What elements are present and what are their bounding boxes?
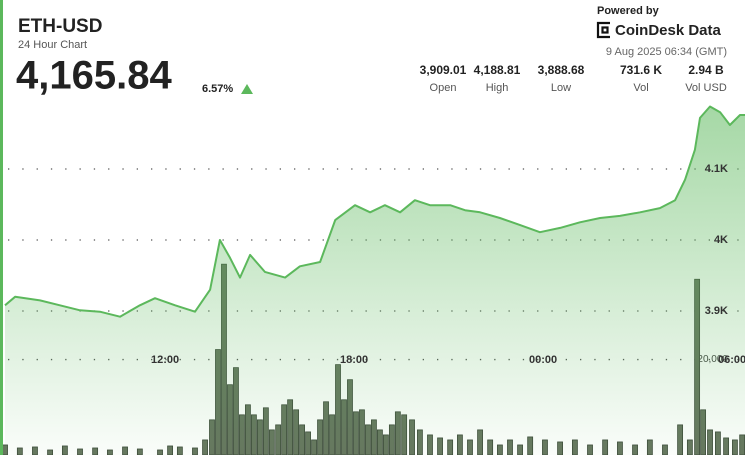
stat-value: 731.6 K: [620, 63, 662, 77]
timestamp: 9 Aug 2025 06:34 (GMT): [606, 46, 727, 58]
brand-name: CoinDesk Data: [615, 22, 722, 39]
stat-value: 2.94 B: [688, 63, 724, 77]
powered-by: Powered by: [597, 5, 660, 17]
y-tick-label: 4K: [714, 234, 728, 246]
stat-label: Low: [551, 82, 571, 94]
price-line: [4, 105, 745, 318]
stat-value: 3,909.01: [420, 63, 467, 77]
stat-label: Open: [430, 82, 457, 94]
chart-title: ETH-USD: [18, 16, 102, 37]
stat-label: Vol: [633, 82, 648, 94]
x-tick-label: 00:00: [529, 354, 557, 366]
price: 4,165.84: [16, 54, 172, 98]
stat-value: 3,888.68: [538, 63, 585, 77]
x-tick-label: 18:00: [340, 354, 368, 366]
up-arrow: [241, 84, 253, 94]
stat-value: 4,188.81: [474, 63, 521, 77]
stat-label: Vol USD: [685, 82, 727, 94]
stat-label: High: [486, 82, 509, 94]
x-tick-label: 12:00: [151, 354, 179, 366]
y-tick-label: 3.9K: [705, 305, 728, 317]
price-area: [5, 106, 745, 455]
brand-logo: [596, 21, 610, 39]
stats: 3,909.01 Open 4,188.81 High 3,888.68 Low 731.6…: [420, 63, 727, 94]
left-accent: [0, 0, 3, 455]
chart-subtitle: 24 Hour Chart: [18, 39, 87, 51]
x-tick-label: 06:00: [718, 354, 745, 366]
change: 6.57%: [202, 83, 233, 95]
y-tick-label: 4.1K: [705, 163, 728, 175]
